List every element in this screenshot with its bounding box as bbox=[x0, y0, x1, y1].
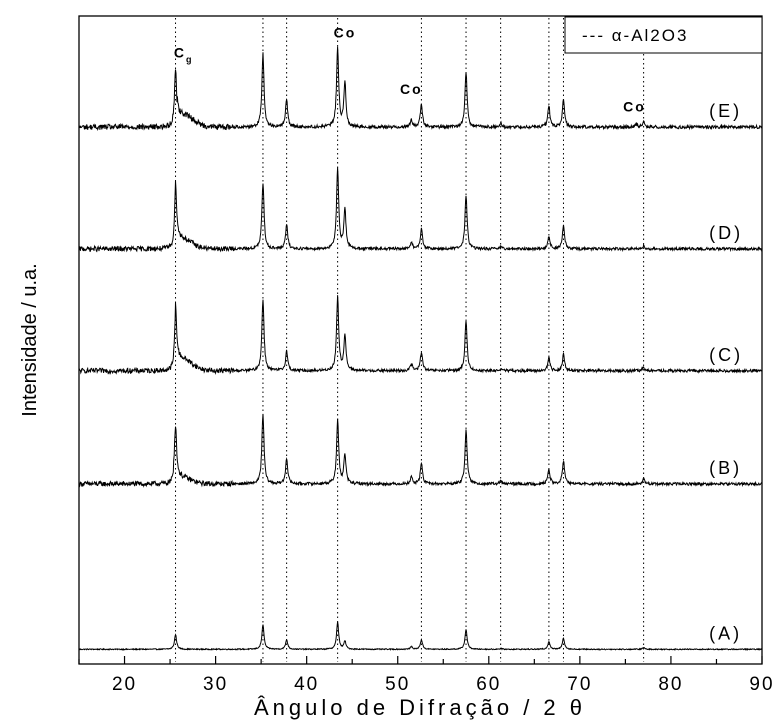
legend: --- α-Al2O3 bbox=[564, 16, 763, 54]
x-tick-label: 40 bbox=[294, 674, 319, 695]
plot-frame bbox=[78, 15, 763, 665]
series-labels: (A) (B) (C) (D) (E) bbox=[709, 101, 743, 643]
series-line-b bbox=[78, 413, 763, 489]
series-line-d bbox=[78, 167, 763, 253]
x-tick-label: 90 bbox=[749, 674, 774, 695]
reference-lines bbox=[175, 18, 645, 662]
phase-annotation: Co bbox=[623, 98, 646, 114]
phase-annotation: Co bbox=[400, 81, 423, 97]
phase-annotation: Co bbox=[334, 24, 357, 40]
phase-annotation: Cg bbox=[174, 44, 194, 64]
x-tick-label: 30 bbox=[203, 674, 228, 695]
series-line-a bbox=[78, 621, 763, 651]
x-tick-label: 20 bbox=[112, 674, 137, 695]
x-tick-label: 70 bbox=[567, 674, 592, 695]
x-axis-label: Ângulo de Difração / 2 θ bbox=[254, 695, 586, 720]
series-label: (B) bbox=[709, 458, 742, 478]
series-label: (A) bbox=[709, 623, 742, 643]
legend-entry: --- α-Al2O3 bbox=[582, 26, 688, 45]
series-line-e bbox=[78, 46, 763, 131]
series-label: (D) bbox=[709, 223, 743, 243]
legend-box bbox=[564, 16, 763, 54]
x-axis: 20 30 40 50 60 70 80 90 bbox=[78, 656, 774, 695]
x-tick-label: 50 bbox=[385, 674, 410, 695]
series-label: (C) bbox=[709, 345, 743, 365]
series-traces bbox=[78, 46, 763, 651]
y-axis-label: Intensidade / u.a. bbox=[19, 263, 41, 416]
series-label: (E) bbox=[709, 101, 742, 121]
x-tick-label: 80 bbox=[658, 674, 683, 695]
series-line-c bbox=[78, 295, 763, 376]
x-tick-label: 60 bbox=[476, 674, 501, 695]
